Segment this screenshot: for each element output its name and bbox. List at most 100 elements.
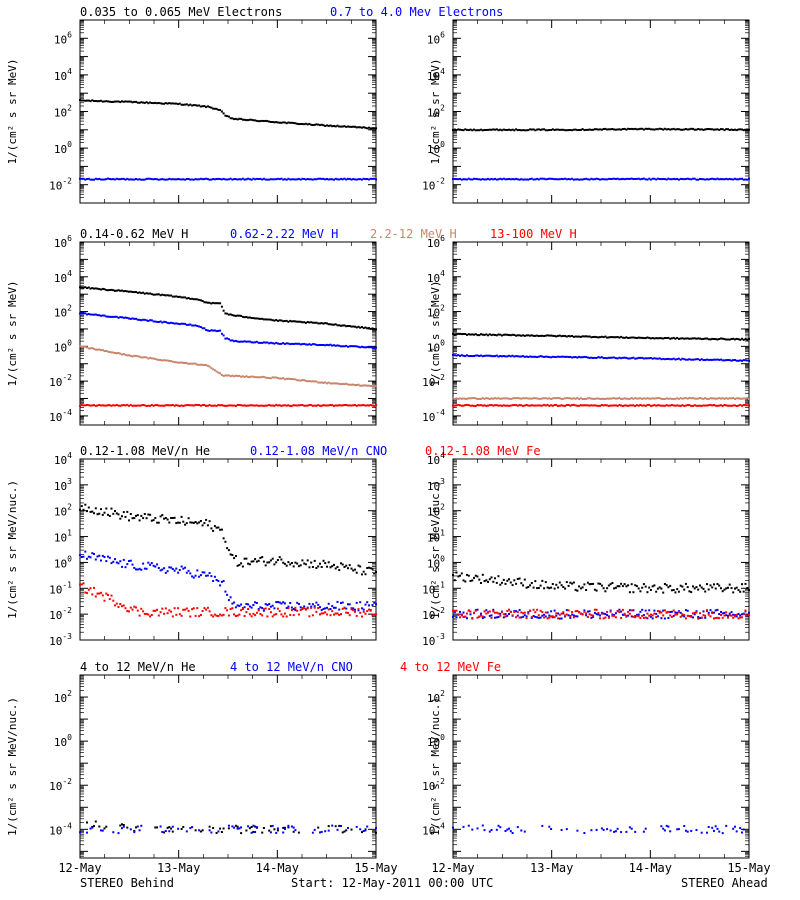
plot-frame: [79, 19, 377, 204]
data-point: [252, 830, 255, 833]
data-point: [586, 616, 589, 618]
data-point: [746, 614, 749, 617]
data-point: [487, 354, 489, 357]
data-point: [143, 318, 146, 321]
data-point: [560, 128, 563, 131]
data-point: [273, 376, 276, 379]
data-point: [154, 517, 157, 519]
data-point: [674, 397, 677, 400]
data-point: [361, 831, 363, 834]
data-point: [658, 127, 661, 130]
data-point: [205, 364, 208, 367]
data-point: [199, 299, 202, 302]
data-point: [487, 404, 489, 407]
data-point: [271, 342, 274, 345]
data-point: [329, 343, 332, 346]
data-point: [676, 358, 679, 361]
data-point: [670, 358, 673, 361]
data-point: [283, 378, 286, 381]
data-point: [128, 290, 130, 293]
data-point: [177, 178, 180, 180]
data-point: [625, 177, 628, 180]
data-point: [720, 610, 722, 613]
data-point: [201, 404, 204, 407]
data-point: [292, 565, 295, 568]
data-point: [681, 178, 684, 180]
data-point: [473, 333, 475, 336]
data-point: [94, 287, 97, 290]
data-point: [91, 826, 94, 829]
data-point: [522, 178, 525, 181]
data-point: [313, 380, 316, 383]
data-point: [466, 612, 468, 615]
data-point: [485, 354, 488, 357]
data-point: [254, 404, 257, 407]
data-point: [280, 377, 283, 380]
data-point: [373, 613, 376, 616]
data-point: [86, 346, 88, 349]
data-point: [702, 397, 705, 400]
data-point: [677, 828, 680, 831]
data-point: [452, 332, 454, 335]
data-point: [497, 404, 500, 407]
data-point: [254, 614, 257, 617]
data-point: [334, 567, 337, 570]
data-point: [375, 603, 377, 606]
data-point: [669, 397, 672, 400]
data-point: [156, 521, 159, 524]
data-point: [119, 560, 122, 563]
data-point: [191, 324, 194, 327]
data-point: [297, 603, 300, 605]
series-label: 0.12-1.08 MeV/n He: [80, 444, 210, 458]
data-point: [539, 584, 542, 587]
data-point: [460, 572, 463, 575]
data-point: [252, 404, 255, 407]
data-point: [87, 555, 90, 558]
data-point: [168, 609, 171, 612]
data-point: [481, 573, 484, 576]
data-point: [742, 828, 745, 831]
data-point: [362, 830, 365, 832]
data-point: [716, 404, 719, 407]
data-point: [541, 579, 544, 582]
data-point: [82, 582, 85, 585]
data-point: [565, 613, 568, 616]
data-point: [87, 347, 90, 350]
data-point: [343, 345, 346, 348]
data-point: [366, 384, 369, 387]
data-point: [713, 178, 715, 181]
data-point: [84, 345, 87, 348]
data-point: [310, 123, 313, 126]
data-point: [297, 613, 300, 616]
data-point: [345, 607, 348, 610]
data-point: [122, 177, 125, 180]
data-point: [112, 560, 115, 563]
data-point: [630, 615, 633, 618]
data-point: [686, 586, 689, 589]
data-point: [112, 831, 115, 834]
data-point: [541, 334, 544, 337]
data-point: [662, 609, 665, 612]
data-point: [457, 397, 460, 400]
data-point: [103, 178, 106, 181]
data-point: [234, 606, 237, 609]
data-point: [159, 515, 162, 518]
series-label: 4 to 12 MeV/n He: [80, 660, 196, 674]
data-point: [156, 358, 159, 361]
data-point: [108, 404, 111, 407]
data-point: [164, 321, 167, 323]
data-point: [355, 345, 358, 348]
data-point: [744, 397, 747, 400]
data-point: [129, 354, 132, 357]
data-point: [634, 405, 637, 407]
data-point: [91, 178, 94, 181]
data-point: [695, 611, 698, 614]
data-point: [157, 404, 160, 407]
data-point: [567, 356, 570, 358]
data-point: [198, 575, 201, 578]
data-point: [702, 587, 705, 590]
data-point: [154, 609, 157, 612]
data-point: [124, 515, 127, 518]
data-point: [453, 404, 456, 407]
data-point: [266, 404, 269, 407]
